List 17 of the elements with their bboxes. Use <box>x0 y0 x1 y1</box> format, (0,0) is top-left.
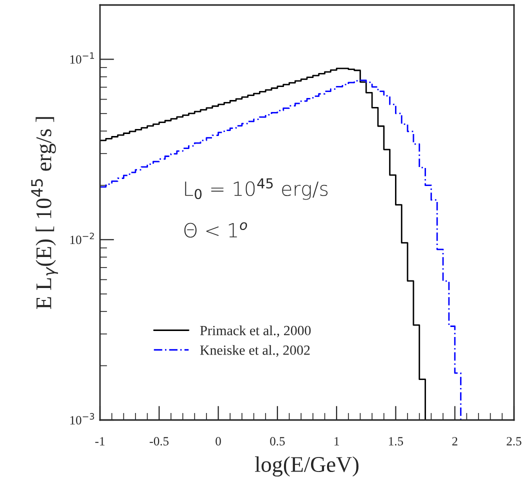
x-tick-label: -0.5 <box>150 437 169 446</box>
y-tick-label: 10$^{−1}$ <box>70 52 94 64</box>
x-tick-label: -1 <box>95 437 104 446</box>
x-axis-title: log(E/GeV) <box>254 456 358 477</box>
x-tick-label: 1 <box>334 437 339 446</box>
y-axis-title: E L$_{γ}$(E) [ 10$^{45}$ erg/s ] <box>31 117 58 309</box>
annotation: Θ < 1$^{o}$ <box>184 222 248 238</box>
annotation: L$_{0}$ = 10$^{45}$ erg/s <box>185 178 328 200</box>
x-tick-label: 0 <box>216 437 221 446</box>
x-tick-label: 2 <box>452 437 458 446</box>
x-tick-label: 1.5 <box>389 437 404 446</box>
y-tick-label: 10$^{−3}$ <box>70 413 94 424</box>
x-tick-label: 2.5 <box>506 437 522 446</box>
legend-label: Primack et al., 2000 <box>200 325 311 338</box>
x-tick-label: 0.5 <box>270 437 285 446</box>
legend-label: Kneiske et al., 2002 <box>200 345 310 357</box>
y-tick-label: 10$^{−2}$ <box>70 232 94 244</box>
